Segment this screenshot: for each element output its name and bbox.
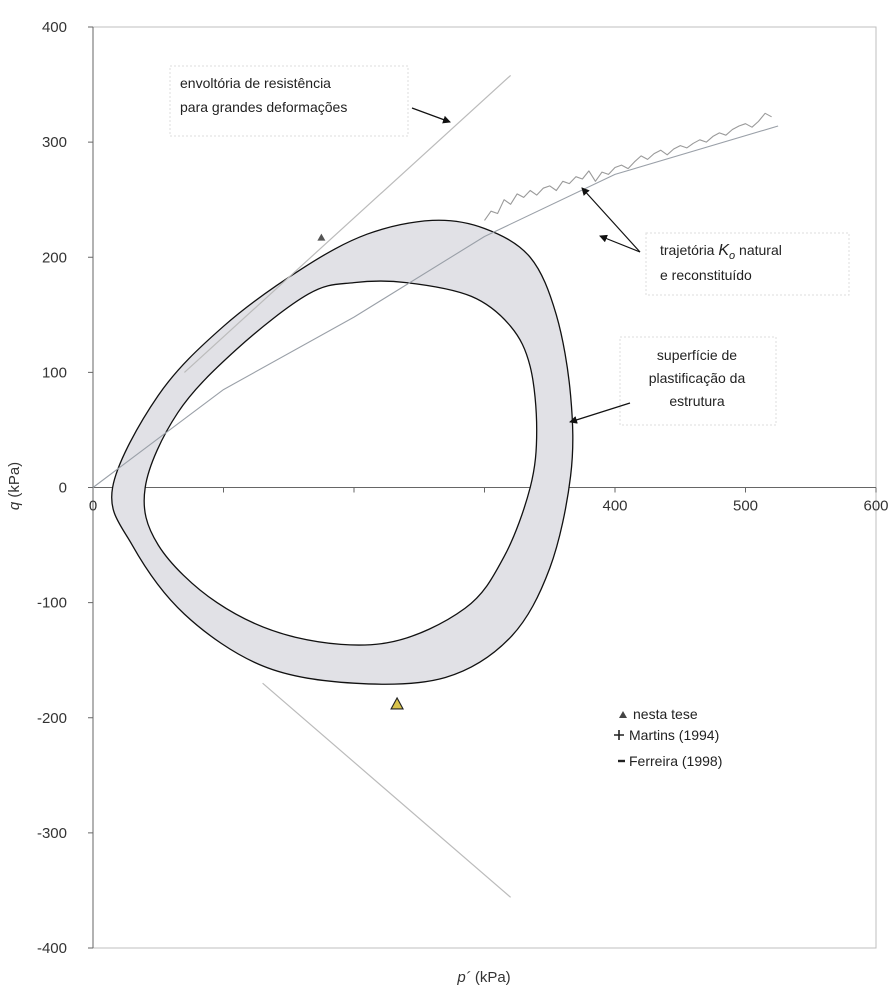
series-envelope-upper — [183, 74, 512, 373]
legend-item-martins: Martins (1994) — [614, 727, 719, 743]
legend-item-nesta-tese: nesta tese — [619, 706, 698, 722]
annotation-trajetoria-prefix: trajetória — [660, 242, 718, 258]
annotation-envoltoria-line2: para grandes deformações — [180, 99, 347, 115]
annotation-trajetoria-arrow-1 — [581, 187, 641, 253]
annotation-trajetoria-line1: trajetória Ko natural — [660, 242, 782, 262]
data-markers — [317, 233, 404, 710]
annotation-envoltoria-line1: envoltória de resistência — [180, 75, 331, 91]
y-axis-title: q (kPa) — [6, 462, 23, 510]
x-tick-label: 500 — [733, 498, 758, 515]
annotation-trajetoria-sub: o — [729, 250, 735, 262]
y-tick-label: 400 — [42, 19, 67, 36]
x-tick-label: 0 — [89, 498, 97, 515]
annotation-superficie-line1: superfície de — [657, 347, 737, 363]
y-axis-title-unit: (kPa) — [6, 462, 23, 498]
legend: nesta tese Martins (1994) Ferreira (1998… — [614, 706, 722, 769]
annotation-box-superficie — [619, 336, 777, 426]
legend-label-ferreira: Ferreira (1998) — [629, 753, 722, 769]
annotation-trajetoria-k: K — [718, 242, 730, 259]
annotation-box-trajetoria — [645, 232, 850, 296]
tick-labels: -400 -300 -200 -100 0 100 200 300 400 0 400 500 600 — [37, 19, 889, 957]
annotation-box-envoltoria — [169, 65, 409, 137]
annotation-superficie: superfície de plastificação da estrutura — [569, 336, 777, 426]
y-axis-title-main: q — [6, 501, 23, 510]
marker-nesta-tese — [390, 696, 404, 710]
annotation-envoltoria-arrow — [411, 107, 451, 124]
annotation-trajetoria-line2: e reconstituído — [660, 267, 752, 283]
legend-label-martins: Martins (1994) — [629, 727, 719, 743]
y-tick-label: 200 — [42, 249, 67, 266]
annotation-trajetoria: trajetória Ko natural e reconstituído — [581, 187, 850, 296]
x-axis-title-main: p´ — [456, 969, 470, 986]
legend-plus-icon — [614, 730, 624, 740]
y-tick-label: -400 — [37, 940, 67, 957]
y-tick-label: 300 — [42, 134, 67, 151]
x-axis-title-unit: (kPa) — [475, 969, 511, 986]
y-tick-label: 0 — [59, 480, 67, 497]
marker-martins — [317, 233, 326, 241]
y-tick-label: -200 — [37, 710, 67, 727]
y-tick-label: -300 — [37, 825, 67, 842]
x-axis-title: p´ (kPa) — [456, 969, 510, 986]
axes — [88, 26, 877, 949]
annotation-superficie-line3: estrutura — [669, 393, 724, 409]
series-envelope-lower — [262, 682, 511, 898]
legend-label-nesta-tese: nesta tese — [633, 706, 698, 722]
annotation-envoltoria: envoltória de resistência para grandes d… — [169, 65, 451, 137]
series-k0-reconstituido — [92, 125, 779, 488]
series-lines — [92, 74, 779, 898]
band-inner-curve — [143, 280, 538, 646]
annotation-superficie-line2: plastificação da — [649, 370, 746, 386]
annotation-superficie-arrow — [569, 402, 631, 424]
x-tick-label: 400 — [602, 498, 627, 515]
band-fill — [111, 220, 573, 685]
legend-item-ferreira: Ferreira (1998) — [618, 753, 722, 769]
annotation-trajetoria-suffix: natural — [735, 242, 782, 258]
yield-surface-band — [111, 219, 574, 685]
legend-triangle-icon — [619, 711, 627, 718]
x-tick-label: 600 — [863, 498, 888, 515]
series-k0-natural — [484, 112, 772, 221]
annotation-trajetoria-arrow-2 — [599, 234, 641, 253]
y-tick-label: 100 — [42, 364, 67, 381]
y-tick-label: -100 — [37, 595, 67, 612]
